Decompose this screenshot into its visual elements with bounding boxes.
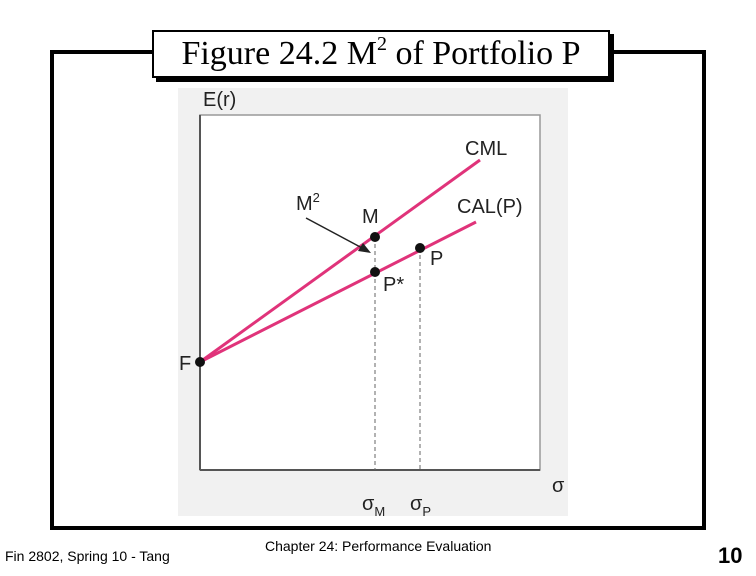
title-rest: of Portfolio P bbox=[386, 35, 581, 72]
footer-left: Fin 2802, Spring 10 - Tang bbox=[5, 548, 170, 564]
sigma-p-base: σ bbox=[410, 493, 423, 515]
y-axis-label: E(r) bbox=[203, 89, 236, 111]
cml-line bbox=[199, 158, 481, 364]
sigma-m-label: σM bbox=[362, 493, 385, 519]
m2-sup: 2 bbox=[313, 190, 320, 205]
m2-label: M2 bbox=[296, 190, 320, 215]
m-label: M bbox=[362, 206, 379, 228]
point-p-star bbox=[370, 267, 380, 277]
cal-line bbox=[199, 220, 477, 364]
sigma-p-sub: P bbox=[422, 504, 431, 519]
plot-area bbox=[199, 114, 541, 471]
f-label: F bbox=[179, 353, 191, 375]
point-f bbox=[195, 357, 205, 367]
point-m bbox=[370, 232, 380, 242]
footer-center: Chapter 24: Performance Evaluation bbox=[265, 538, 492, 554]
m2-base: M bbox=[296, 193, 313, 215]
title-main: Figure 24.2 M bbox=[181, 35, 377, 72]
p-label: P bbox=[430, 248, 443, 270]
x-axis-label: σ bbox=[552, 475, 565, 497]
sigma-m-sub: M bbox=[374, 504, 385, 519]
cml-label: CML bbox=[465, 138, 507, 160]
arrow-head bbox=[358, 243, 371, 253]
title-sup: 2 bbox=[376, 33, 387, 55]
sigma-m-base: σ bbox=[362, 493, 375, 515]
sigma-p-label: σP bbox=[410, 493, 431, 519]
arrow bbox=[305, 217, 365, 250]
p-star-label: P* bbox=[383, 274, 404, 296]
page-number: 10 bbox=[718, 543, 743, 568]
cal-label: CAL(P) bbox=[457, 196, 523, 218]
point-p bbox=[415, 243, 425, 253]
slide-title: Figure 24.2 M2 of Portfolio P bbox=[152, 30, 610, 78]
